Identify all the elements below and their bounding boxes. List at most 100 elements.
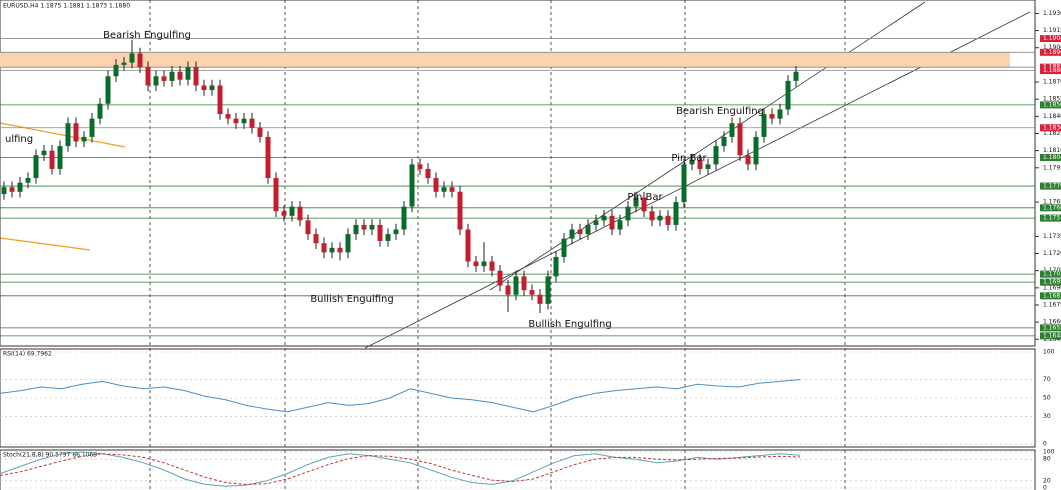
candle-body bbox=[353, 224, 359, 235]
y-tick-label: 50 bbox=[1043, 395, 1051, 402]
y-tick-label: 1.1825 bbox=[1043, 130, 1061, 137]
y-tick-label: 1.1930 bbox=[1043, 10, 1061, 17]
candle-body bbox=[657, 215, 663, 221]
level-box bbox=[1040, 35, 1061, 43]
candle-body bbox=[89, 118, 95, 137]
y-tick-label: 100 bbox=[1043, 349, 1055, 356]
candle-body bbox=[497, 270, 503, 286]
candle-body bbox=[609, 215, 615, 230]
candle-body bbox=[569, 229, 575, 239]
y-tick-label: 1.1720 bbox=[1043, 250, 1061, 257]
indicator-line bbox=[0, 453, 801, 485]
y-tick-label: 0 bbox=[1043, 485, 1047, 490]
stoch-label: Stoch(21,8,8) 90.5797 86.1069 bbox=[3, 452, 97, 459]
level-box bbox=[1040, 278, 1061, 286]
candle-body bbox=[137, 53, 143, 68]
candle-body bbox=[105, 76, 111, 104]
candle-body bbox=[793, 71, 799, 81]
candle-body bbox=[409, 164, 415, 207]
candle-body bbox=[785, 80, 791, 110]
candle-body bbox=[393, 229, 399, 235]
candle-body bbox=[193, 67, 199, 86]
level-label: 1.1702 bbox=[1043, 271, 1061, 278]
candle-body bbox=[361, 224, 367, 230]
candle-body bbox=[129, 53, 135, 63]
annotation: Bullish Engulfing bbox=[528, 319, 611, 330]
candle-body bbox=[153, 76, 159, 86]
candle-body bbox=[225, 114, 231, 119]
candle-body bbox=[329, 247, 335, 253]
rsi-label: RSI(14) 69.7962 bbox=[3, 351, 52, 358]
candle-body bbox=[761, 114, 767, 137]
candle-body bbox=[377, 224, 383, 241]
candle-body bbox=[313, 234, 319, 244]
candle-body bbox=[697, 159, 703, 169]
trend-line bbox=[0, 237, 91, 251]
candle-body bbox=[769, 114, 775, 119]
header: EURUSD,H4 1.1875 1.1881 1.1873 1.1880 bbox=[3, 3, 130, 10]
candle-body bbox=[249, 118, 255, 128]
level-box bbox=[1040, 124, 1061, 132]
candle-body bbox=[545, 276, 551, 304]
y-tick-label: 1.1660 bbox=[1043, 319, 1061, 326]
y-tick-label: 1.1690 bbox=[1043, 284, 1061, 291]
candle-body bbox=[273, 178, 279, 212]
candle-body bbox=[585, 224, 591, 235]
candle-body bbox=[281, 211, 287, 216]
candle-body bbox=[737, 123, 743, 156]
candle-body bbox=[97, 103, 103, 119]
y-tick-label: 1.1855 bbox=[1043, 96, 1061, 103]
candle-body bbox=[513, 276, 519, 295]
candle-body bbox=[673, 202, 679, 225]
y-tick-label: 70 bbox=[1043, 376, 1051, 383]
candle-body bbox=[641, 197, 647, 212]
candle-body bbox=[505, 285, 511, 295]
candle-body bbox=[753, 136, 759, 165]
candle-body bbox=[145, 67, 151, 86]
level-label: 1.1830 bbox=[1043, 124, 1061, 131]
y-tick-label: 1.1795 bbox=[1043, 164, 1061, 171]
candle-body bbox=[113, 64, 119, 77]
candle-body bbox=[265, 136, 271, 179]
candle-body bbox=[401, 206, 407, 230]
candle-body bbox=[705, 164, 711, 169]
candle-body bbox=[9, 187, 15, 192]
annotation: ulfing bbox=[5, 134, 33, 145]
level-label: 1.1896 bbox=[1043, 49, 1061, 56]
candle-body bbox=[633, 197, 639, 207]
candle-body bbox=[209, 85, 215, 91]
candle-body bbox=[289, 206, 295, 216]
trend-line bbox=[0, 122, 126, 148]
y-tick-label: 80 bbox=[1043, 456, 1051, 463]
candle-body bbox=[729, 123, 735, 137]
level-label: 1.1695 bbox=[1043, 279, 1061, 286]
candle-body bbox=[689, 159, 695, 165]
annotation: Bullish Engulfing bbox=[310, 294, 393, 305]
candle-body bbox=[433, 178, 439, 192]
candle-body bbox=[553, 256, 559, 277]
candle-body bbox=[561, 238, 567, 257]
candle-body bbox=[665, 215, 671, 225]
level-box bbox=[1040, 292, 1061, 300]
y-tick-label: 1.1870 bbox=[1043, 79, 1061, 86]
candle-body bbox=[369, 224, 375, 230]
annotation: Bearish Engulfing bbox=[103, 30, 191, 41]
indicator-line bbox=[0, 451, 801, 487]
candle-body bbox=[441, 187, 447, 192]
candle-body bbox=[57, 146, 63, 169]
candle-body bbox=[25, 178, 31, 183]
candle-body bbox=[49, 150, 55, 169]
candle-body bbox=[81, 136, 87, 142]
level-label: 1.1850 bbox=[1043, 101, 1061, 108]
candle-body bbox=[425, 168, 431, 179]
candle-body bbox=[41, 150, 47, 156]
level-box bbox=[1040, 214, 1061, 222]
candle-body bbox=[473, 261, 479, 267]
y-tick-label: 1.1840 bbox=[1043, 113, 1061, 120]
channel-line bbox=[364, 11, 1031, 349]
candle-body bbox=[321, 243, 327, 253]
y-tick-label: 1.1765 bbox=[1043, 199, 1061, 206]
